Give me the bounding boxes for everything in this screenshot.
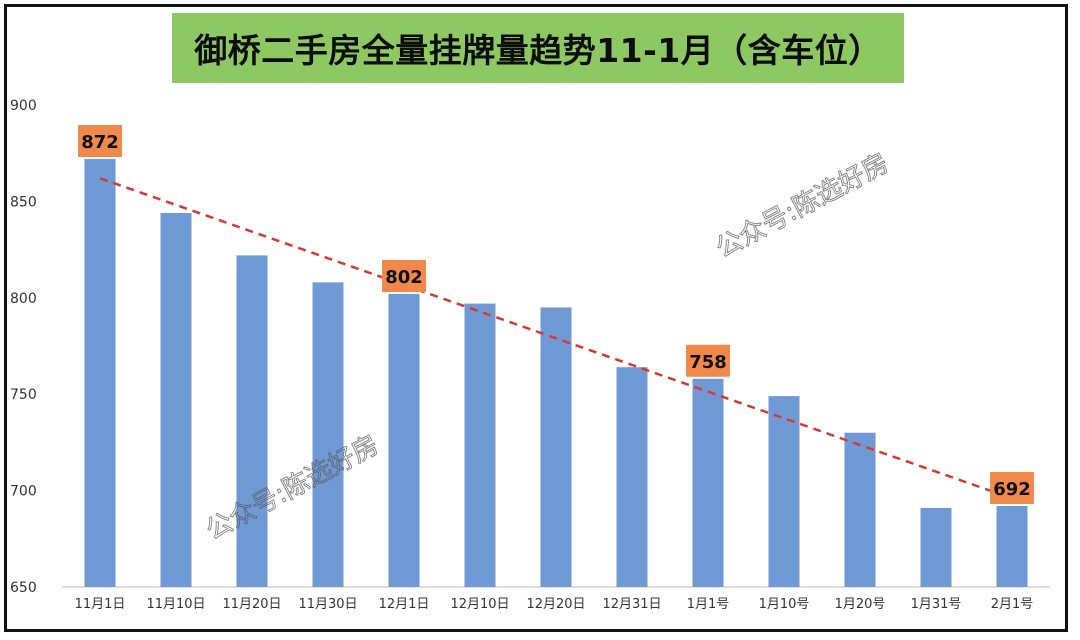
x-tick-label: 12月20日 [526,597,585,612]
bar [768,396,800,587]
chart-title-box: 御桥二手房全量挂牌量趋势11-1月（含车位） [172,13,904,83]
data-callout-box [382,259,426,292]
x-tick-label: 2月1号 [991,597,1034,612]
bar [692,378,724,587]
watermark-text: 公众号:陈选好房 [711,148,894,264]
x-tick-label: 1月31号 [911,597,962,612]
x-tick-label: 1月10号 [759,597,810,612]
bar [844,432,876,587]
watermark-text: 公众号:陈选好房 [201,430,384,546]
trend-line [99,177,1013,500]
bar [464,303,496,587]
bar [616,367,648,587]
x-tick-label: 11月20日 [222,597,281,612]
x-tick-label: 12月31日 [602,597,661,612]
chart-title: 御桥二手房全量挂牌量趋势11-1月（含车位） [194,31,882,70]
x-tick-label: 11月30日 [298,597,357,612]
y-tick-label: 750 [10,387,37,403]
data-callout-box [686,344,730,377]
y-tick-label: 700 [10,484,37,500]
data-callout-label: 802 [385,267,423,288]
bar [540,307,572,587]
data-callout-box [990,472,1034,505]
y-tick-label: 850 [10,194,37,210]
x-tick-label: 12月1日 [379,597,430,612]
bar [160,212,192,587]
data-callout-label: 692 [993,479,1031,500]
data-callout-label: 872 [81,132,119,153]
y-tick-label: 900 [10,98,37,114]
x-tick-label: 11月10日 [146,597,205,612]
x-tick-label: 1月20号 [835,597,886,612]
y-tick-label: 650 [10,580,37,596]
x-tick-label: 12月10日 [450,597,509,612]
bar [920,507,952,587]
bar [236,255,268,587]
bar [84,158,116,587]
y-tick-label: 800 [10,291,37,307]
x-tick-label: 11月1日 [75,597,126,612]
bar [996,506,1028,587]
bar [388,293,420,587]
x-tick-label: 1月1号 [687,597,730,612]
bar [312,282,344,587]
data-callout-label: 758 [689,352,727,373]
data-callout-box [78,124,122,157]
